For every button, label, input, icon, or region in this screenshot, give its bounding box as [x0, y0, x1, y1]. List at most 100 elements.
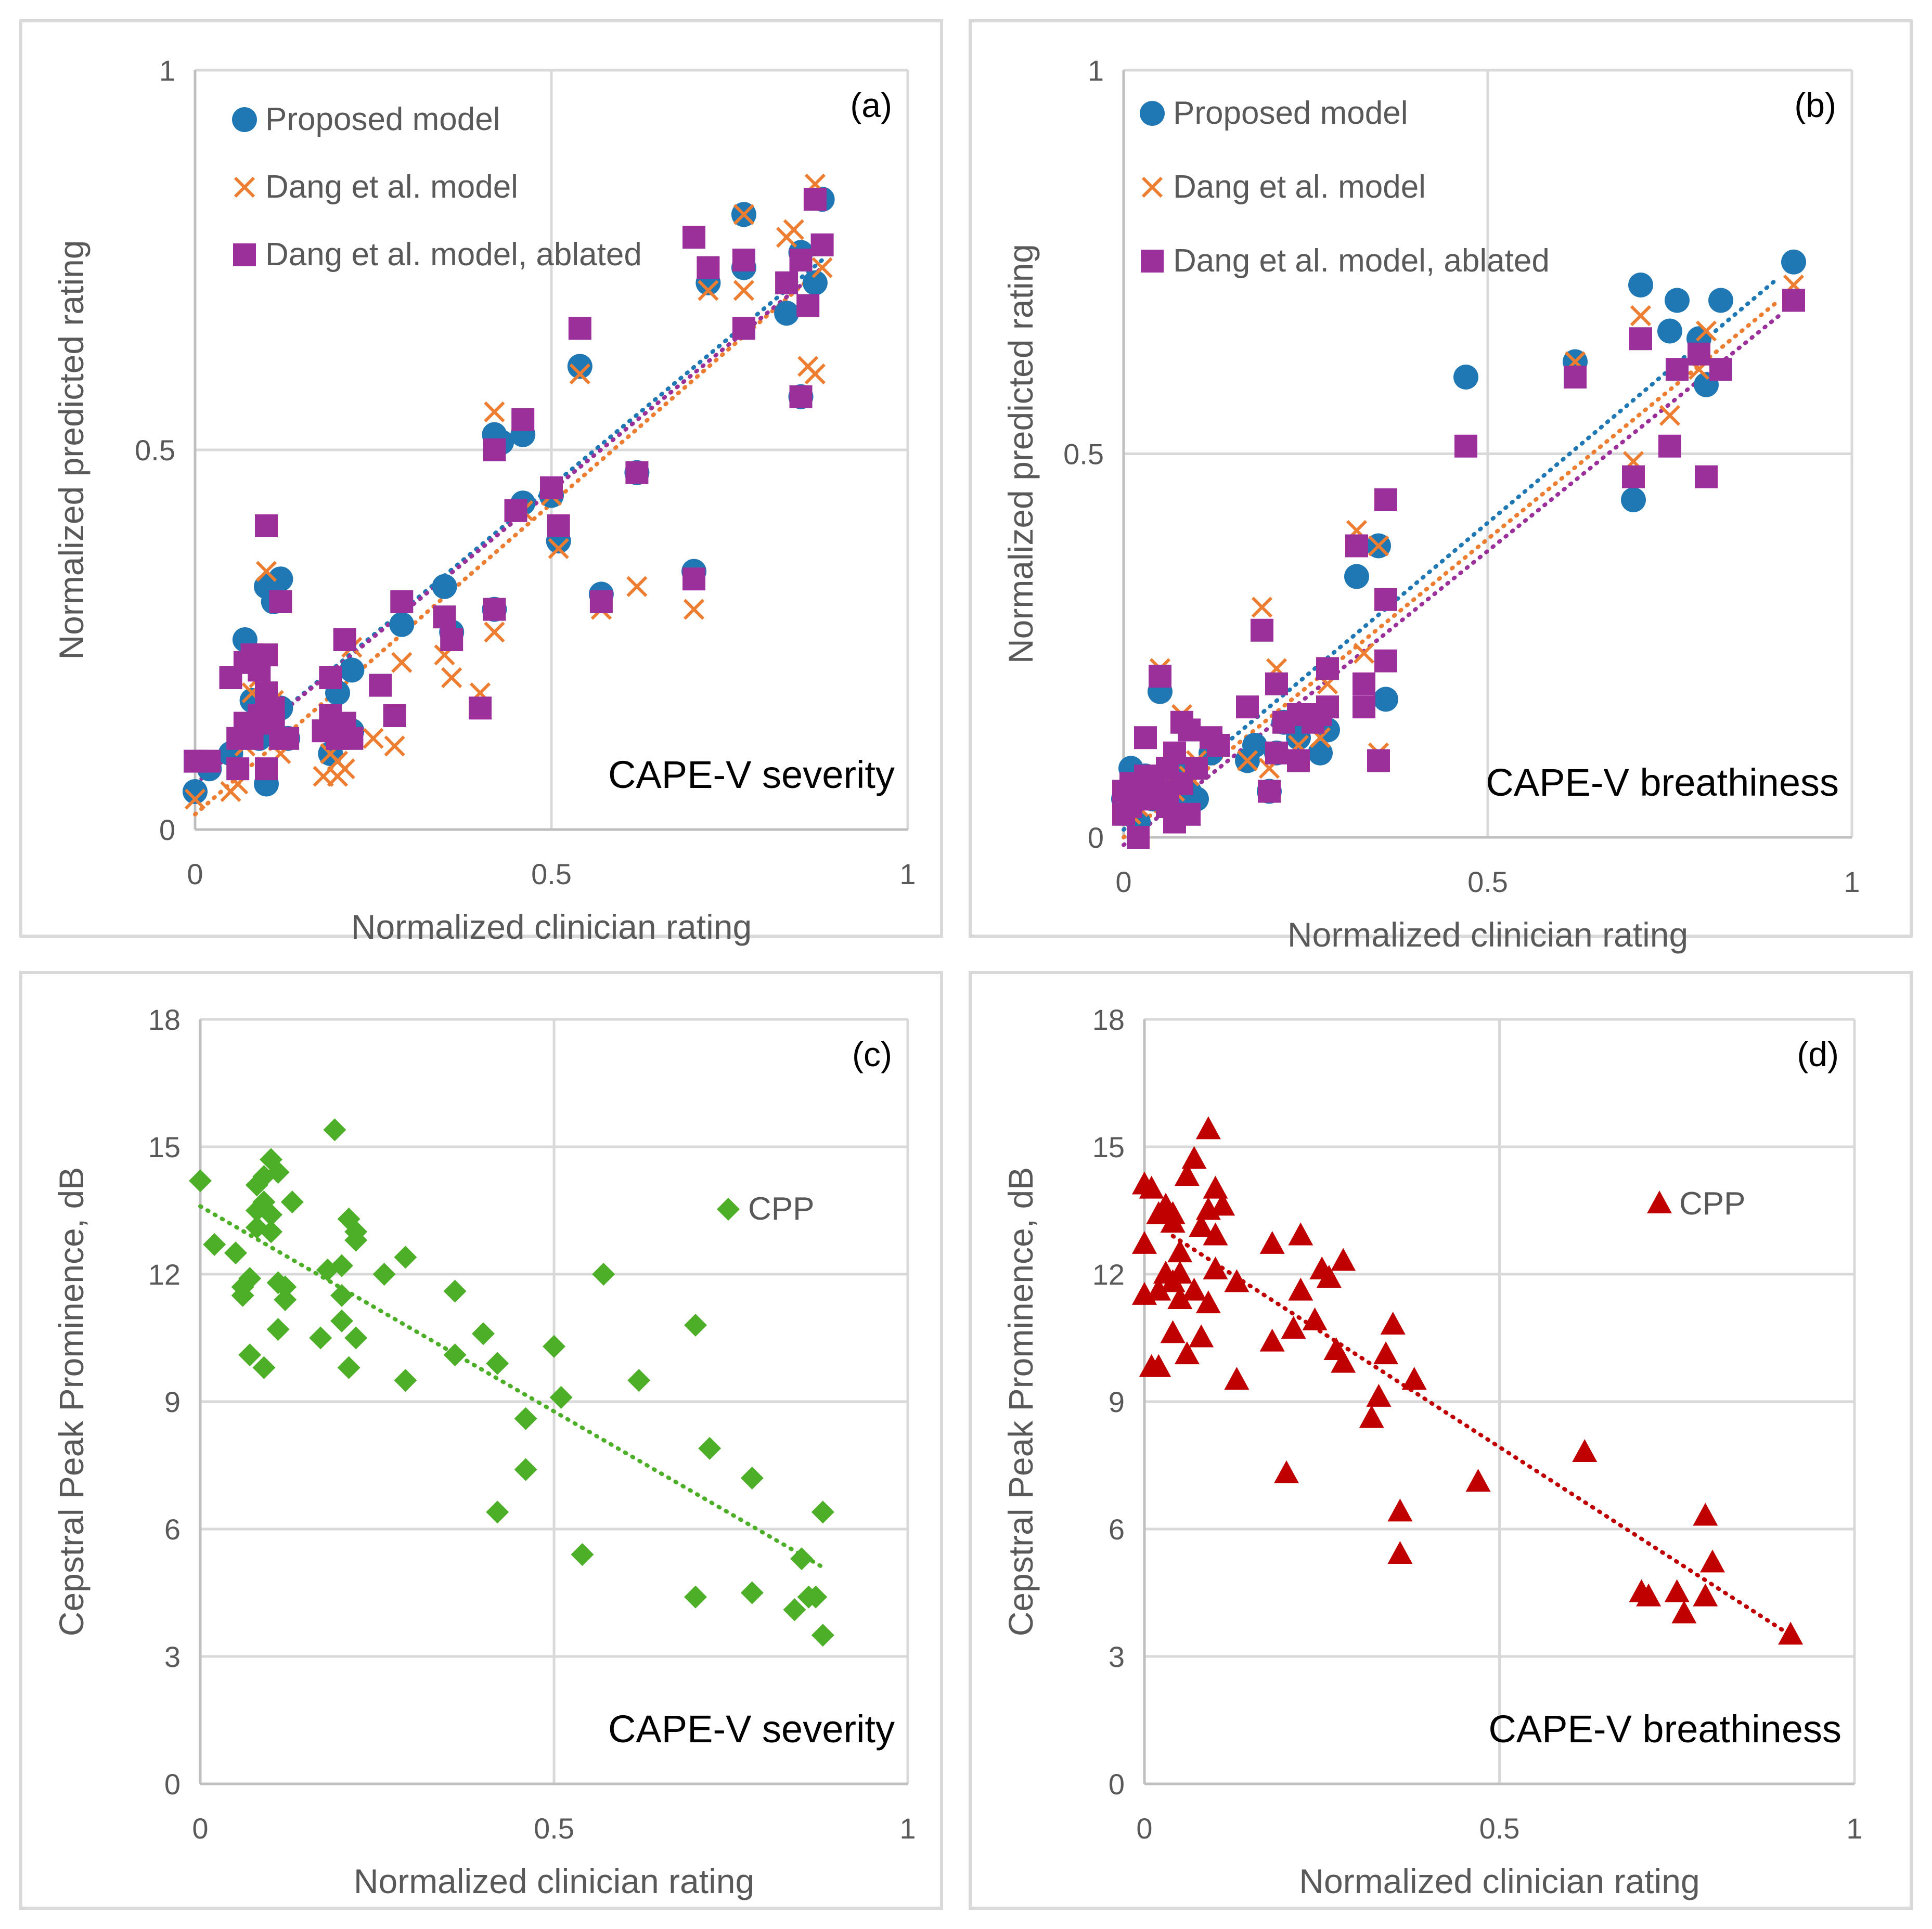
data-point [1281, 1316, 1306, 1339]
data-point [1331, 1350, 1356, 1373]
data-point [443, 1279, 467, 1303]
data-point [783, 1598, 806, 1622]
data-point [344, 1220, 368, 1244]
data-point [1163, 741, 1186, 765]
x-tick-label: 0.5 [1467, 865, 1508, 898]
data-point [363, 728, 384, 749]
data-point [568, 317, 591, 340]
data-point [1373, 1341, 1399, 1365]
data-point [1167, 1261, 1193, 1284]
y-axis-title: Cepstral Peak Prominence, dB [52, 1167, 91, 1636]
data-point [1181, 1146, 1207, 1169]
data-point [1210, 1193, 1235, 1216]
data-point [697, 256, 720, 279]
x-axis-title: Normalized clinician rating [1287, 915, 1688, 954]
data-point [1287, 749, 1310, 772]
data-point [1167, 1239, 1193, 1263]
data-point [1353, 672, 1375, 695]
x-axis-title: Normalized clinician rating [354, 1862, 754, 1900]
data-point [432, 574, 457, 599]
data-point [549, 1386, 573, 1409]
data-point [1695, 465, 1718, 488]
data-point [1367, 749, 1390, 772]
data-point [684, 1314, 707, 1337]
series-diamond [189, 1118, 834, 1647]
data-point [268, 566, 293, 592]
data-point [231, 1284, 254, 1307]
data-point [266, 1318, 290, 1341]
x-tick-label: 0 [187, 858, 203, 890]
data-point [1174, 1163, 1200, 1186]
trendline-x [1122, 298, 1781, 839]
data-point [1265, 672, 1288, 695]
panel-label: CAPE-V breathiness [1486, 761, 1839, 804]
data-point [548, 538, 569, 559]
data-point [1659, 405, 1681, 426]
data-point [1345, 534, 1368, 558]
data-point [1203, 1256, 1228, 1279]
data-point [1465, 1469, 1491, 1492]
x-tick-label: 1 [1844, 865, 1860, 898]
data-point [224, 1241, 247, 1265]
data-point [1453, 365, 1478, 390]
x-tick-label: 1 [1846, 1812, 1862, 1845]
x-tick-label: 1 [899, 858, 916, 890]
data-point [369, 674, 392, 697]
data-point [1134, 726, 1157, 749]
data-point [389, 612, 415, 637]
data-point [1368, 535, 1389, 556]
data-point [589, 590, 613, 613]
data-point [1178, 802, 1201, 826]
data-point [1251, 618, 1273, 642]
panel-label: CAPE-V breathiness [1488, 1707, 1841, 1751]
data-point [569, 363, 590, 385]
chart-panel-a: 0 0.5 1 0 0.5 1 Normalized clinician rating Nor… [19, 19, 943, 946]
data-point [1782, 289, 1805, 312]
data-point [1258, 780, 1281, 803]
data-point [1708, 288, 1733, 313]
trendline-diamond [198, 1204, 825, 1570]
legend: Proposed model Dang et al. model Dang et a… [1140, 95, 1550, 279]
legend-marker [717, 1198, 740, 1221]
data-point [514, 1458, 537, 1481]
y-tick-label: 3 [164, 1640, 181, 1673]
y-tick-label: 0 [164, 1768, 181, 1801]
data-point [803, 188, 827, 211]
data-point [1454, 434, 1477, 458]
legend-label: Dang et al. model [1173, 169, 1426, 205]
data-point [1189, 1214, 1214, 1237]
data-point [1658, 434, 1681, 458]
data-point [1630, 305, 1652, 327]
data-point [1236, 695, 1259, 719]
x-axis-title: Normalized clinician rating [1299, 1862, 1699, 1900]
trendline-square [1122, 314, 1781, 847]
data-point [802, 270, 828, 295]
panel-tag: (a) [850, 86, 892, 124]
data-point [189, 1169, 212, 1193]
data-point [255, 561, 277, 582]
data-point [682, 567, 705, 591]
data-point [1132, 1231, 1157, 1254]
y-tick-label: 1 [159, 54, 175, 87]
data-point [1316, 1265, 1342, 1288]
data-point [1709, 358, 1732, 381]
data-point [514, 1407, 537, 1430]
data-point [774, 301, 800, 326]
data-point [1366, 1383, 1392, 1407]
data-point [1693, 1583, 1718, 1607]
data-point [1178, 718, 1201, 742]
data-point [1224, 1269, 1250, 1292]
data-point [543, 1335, 565, 1358]
data-point [260, 1220, 282, 1244]
data-point [252, 1190, 276, 1214]
legend-label: Proposed model [265, 101, 500, 137]
data-point [344, 1326, 368, 1350]
data-point [255, 643, 278, 667]
data-point [1259, 1328, 1285, 1352]
data-point [486, 1352, 509, 1375]
data-point [1331, 1248, 1356, 1271]
data-point [1781, 249, 1806, 275]
y-tick-label: 0.5 [135, 434, 175, 467]
y-tick-label: 0 [1109, 1768, 1125, 1801]
legend: CPP [1647, 1186, 1745, 1222]
